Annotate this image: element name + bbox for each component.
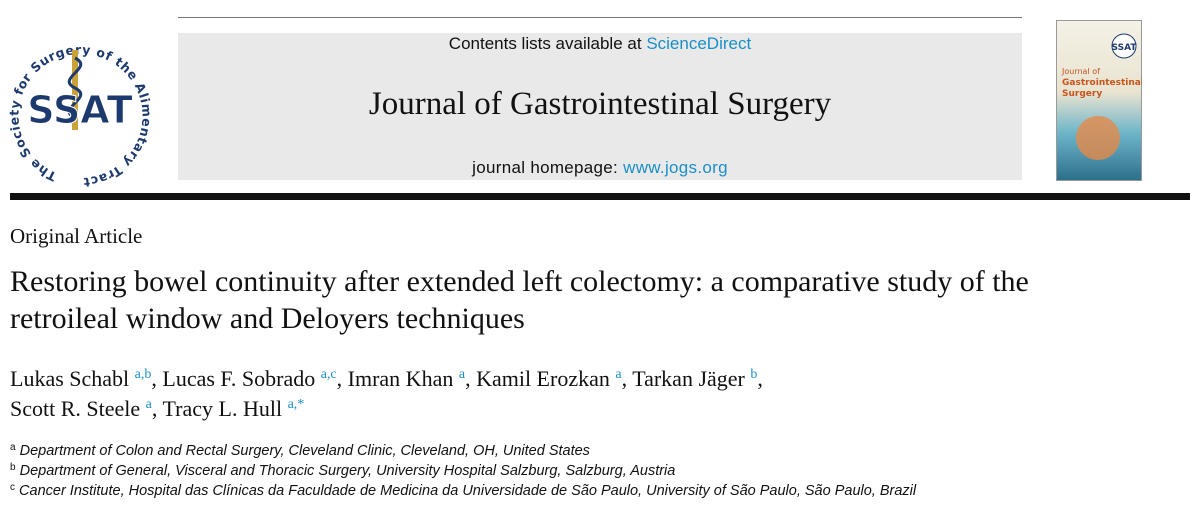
author-affiliation[interactable]: a,c (320, 367, 337, 382)
cover-illustration (1076, 116, 1120, 160)
author-affiliation[interactable]: a (458, 367, 466, 382)
author-list: Lukas Schabl a,b, Lucas F. Sobrado a,c, … (10, 364, 1110, 424)
header-box (178, 33, 1022, 180)
author-name: Tracy L. Hull (162, 396, 283, 421)
author-name: Tarkan Jäger (632, 366, 745, 391)
separator: , (151, 396, 158, 421)
affiliation-list: a Department of Colon and Rectal Surgery… (10, 441, 916, 501)
separator: , (465, 366, 471, 391)
logo-serpent (67, 56, 83, 120)
cover-title: Gastrointestinal (1062, 78, 1142, 88)
affiliation: b Department of General, Visceral and Th… (10, 461, 916, 481)
article-title: Restoring bowel continuity after extende… (10, 265, 1029, 335)
author-name: Kamil Erozkan (476, 366, 610, 391)
homepage-prefix: journal homepage: (472, 158, 619, 177)
author-name: Scott R. Steele (10, 396, 141, 421)
affiliation-label: b (10, 462, 16, 473)
separator: , (151, 366, 157, 391)
rule (178, 17, 1022, 18)
affiliation-text: Cancer Institute, Hospital das Clínicas … (19, 483, 917, 499)
affiliation-label: c (10, 482, 15, 493)
journal-cover: SSAT Journal of Gastrointestinal Surgery (1056, 20, 1142, 181)
homepage-line: journal homepage: www.jogs.org (178, 158, 1022, 178)
journal-title: Journal of Gastrointestinal Surgery (368, 86, 832, 122)
affiliation-text: Department of General, Visceral and Thor… (19, 463, 676, 479)
homepage-link[interactable]: www.jogs.org (623, 158, 728, 177)
separator: , (757, 366, 763, 391)
logo-staff (72, 50, 78, 130)
logo-initials: SSAT (27, 88, 132, 132)
author-name: Lucas F. Sobrado (162, 366, 316, 391)
contents-prefix: Contents lists available at (448, 34, 642, 53)
author-affiliation[interactable]: a (145, 397, 152, 412)
society-logo: The Society for Surgery of the Alimentar… (6, 42, 154, 190)
affiliation: c Cancer Institute, Hospital das Clínica… (10, 481, 916, 501)
contents-line: Contents lists available at ScienceDirec… (178, 34, 1022, 54)
cover-badge: SSAT (1112, 43, 1138, 53)
article-type: Original Article (10, 224, 143, 248)
author-affiliation[interactable]: a (615, 367, 622, 382)
author-affiliation[interactable]: a,* (287, 397, 305, 412)
affiliation-text: Department of Colon and Rectal Surgery, … (19, 443, 590, 459)
affiliation-label: a (10, 442, 16, 453)
cover-title: Surgery (1062, 89, 1102, 99)
affiliation: a Department of Colon and Rectal Surgery… (10, 441, 916, 461)
sciencedirect-link[interactable]: ScienceDirect (646, 34, 752, 53)
cover-badge-ring (1111, 33, 1137, 59)
author-affiliation[interactable]: b (750, 367, 758, 382)
divider (10, 193, 1190, 200)
author-affiliation[interactable]: a,b (134, 367, 152, 382)
separator: , (336, 366, 343, 391)
author-name: Imran Khan (347, 366, 454, 391)
separator: , (621, 366, 628, 391)
cover-title: Journal of (1061, 67, 1100, 76)
author-name: Lukas Schabl (10, 366, 130, 391)
